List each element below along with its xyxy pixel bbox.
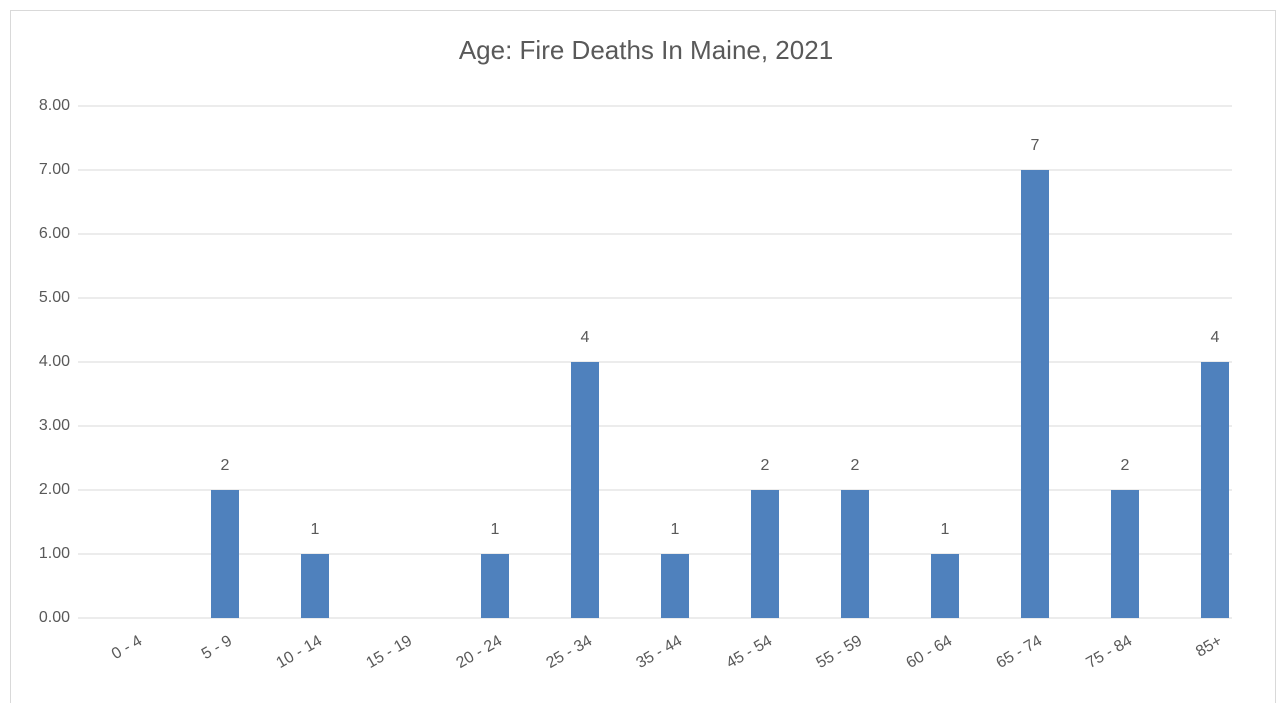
bar xyxy=(1111,490,1139,618)
data-label: 2 xyxy=(761,457,770,474)
data-label: 1 xyxy=(311,521,320,538)
y-tick-label: 2.00 xyxy=(39,481,70,498)
data-label: 2 xyxy=(851,457,860,474)
data-label: 1 xyxy=(671,521,680,538)
y-tick-label: 4.00 xyxy=(39,353,70,370)
bar xyxy=(841,490,869,618)
chart-title: Age: Fire Deaths In Maine, 2021 xyxy=(459,35,833,65)
bar xyxy=(301,554,329,618)
chart-frame xyxy=(10,10,1276,703)
bar xyxy=(1201,362,1229,618)
bar xyxy=(211,490,239,618)
bar xyxy=(931,554,959,618)
bar xyxy=(571,362,599,618)
data-label: 1 xyxy=(491,521,500,538)
bar xyxy=(661,554,689,618)
y-tick-label: 7.00 xyxy=(39,161,70,178)
y-tick-label: 0.00 xyxy=(39,609,70,626)
data-label: 2 xyxy=(1121,457,1130,474)
y-tick-label: 1.00 xyxy=(39,545,70,562)
data-label: 1 xyxy=(941,521,950,538)
y-tick-label: 5.00 xyxy=(39,289,70,306)
data-label: 7 xyxy=(1031,137,1040,154)
data-label: 2 xyxy=(221,457,230,474)
y-tick-label: 8.00 xyxy=(39,97,70,114)
bar xyxy=(1021,170,1049,618)
bar xyxy=(481,554,509,618)
data-label: 4 xyxy=(581,329,590,346)
data-label: 4 xyxy=(1211,329,1220,346)
bar xyxy=(751,490,779,618)
y-tick-label: 6.00 xyxy=(39,225,70,242)
y-tick-label: 3.00 xyxy=(39,417,70,434)
